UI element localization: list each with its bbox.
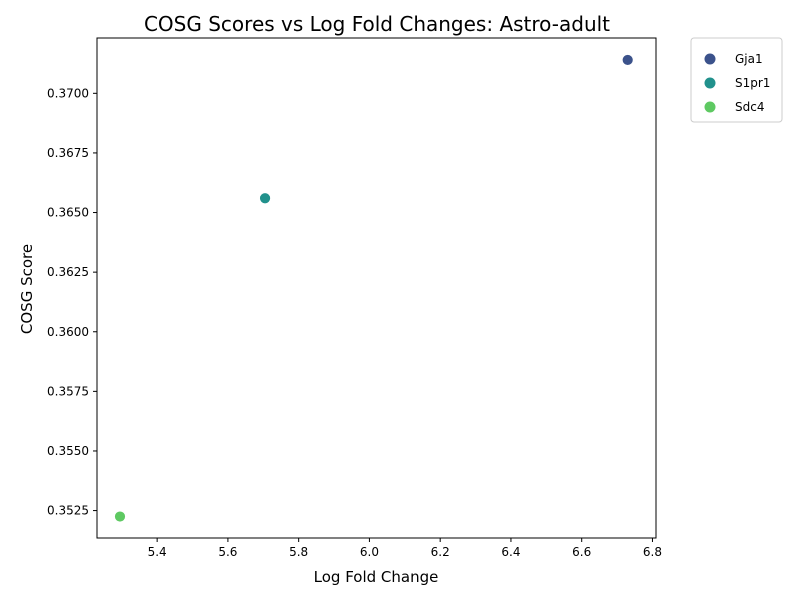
legend: Gja1 S1pr1 Sdc4	[690, 37, 783, 123]
y-tick-label: 0.3625	[47, 265, 89, 279]
y-tick-label: 0.3550	[47, 444, 89, 458]
x-tick-label: 6.8	[643, 545, 662, 559]
data-point-s1pr1	[259, 192, 271, 205]
x-axis-label: Log Fold Change	[314, 568, 439, 586]
x-tick-label: 6.6	[572, 545, 591, 559]
x-tick-label: 5.4	[148, 545, 167, 559]
x-tick-label: 6.0	[360, 545, 379, 559]
legend-marker-sdc4	[704, 101, 716, 113]
plot-frame	[96, 37, 657, 539]
y-tick-label: 0.3575	[47, 384, 89, 398]
x-tick-label: 6.2	[431, 545, 450, 559]
x-tick-label: 5.8	[289, 545, 308, 559]
x-tick-label: 5.6	[218, 545, 237, 559]
legend-label-s1pr1: S1pr1	[735, 76, 770, 90]
data-point-gja1	[621, 54, 634, 66]
legend-label-sdc4: Sdc4	[735, 100, 764, 114]
data-point-sdc4	[114, 510, 126, 523]
chart-title: COSG Scores vs Log Fold Changes: Astro-a…	[144, 12, 610, 36]
plot-area	[114, 54, 634, 523]
y-tick-label: 0.3650	[47, 206, 89, 220]
y-tick-label: 0.3700	[47, 86, 89, 100]
y-axis-label: COSG Score	[18, 244, 36, 334]
legend-label-gja1: Gja1	[735, 52, 763, 66]
legend-marker-gja1	[704, 53, 716, 65]
y-tick-label: 0.3600	[47, 325, 89, 339]
x-axis: 5.4 5.6 5.8 6.0 6.2 6.4 6.6 6.8	[148, 538, 662, 559]
y-tick-label: 0.3675	[47, 146, 89, 160]
x-tick-label: 6.4	[501, 545, 520, 559]
y-axis: 0.3525 0.3550 0.3575 0.3600 0.3625 0.3650 0.36…	[47, 86, 97, 518]
y-tick-label: 0.3525	[47, 504, 89, 518]
legend-marker-s1pr1	[704, 77, 716, 89]
